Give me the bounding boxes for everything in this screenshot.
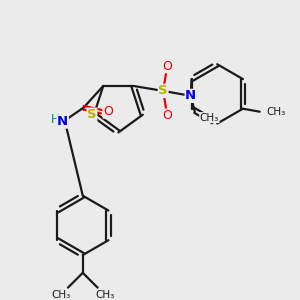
Text: CH₃: CH₃	[267, 107, 286, 117]
Text: H: H	[50, 113, 59, 126]
Text: N: N	[185, 89, 196, 102]
Text: O: O	[162, 109, 172, 122]
Text: N: N	[57, 115, 68, 128]
Text: CH₃: CH₃	[51, 290, 71, 300]
Text: O: O	[162, 60, 172, 73]
Text: CH₃: CH₃	[95, 290, 114, 300]
Text: O: O	[103, 105, 113, 118]
Text: CH₃: CH₃	[200, 112, 219, 123]
Text: S: S	[87, 108, 97, 121]
Text: S: S	[158, 84, 168, 98]
